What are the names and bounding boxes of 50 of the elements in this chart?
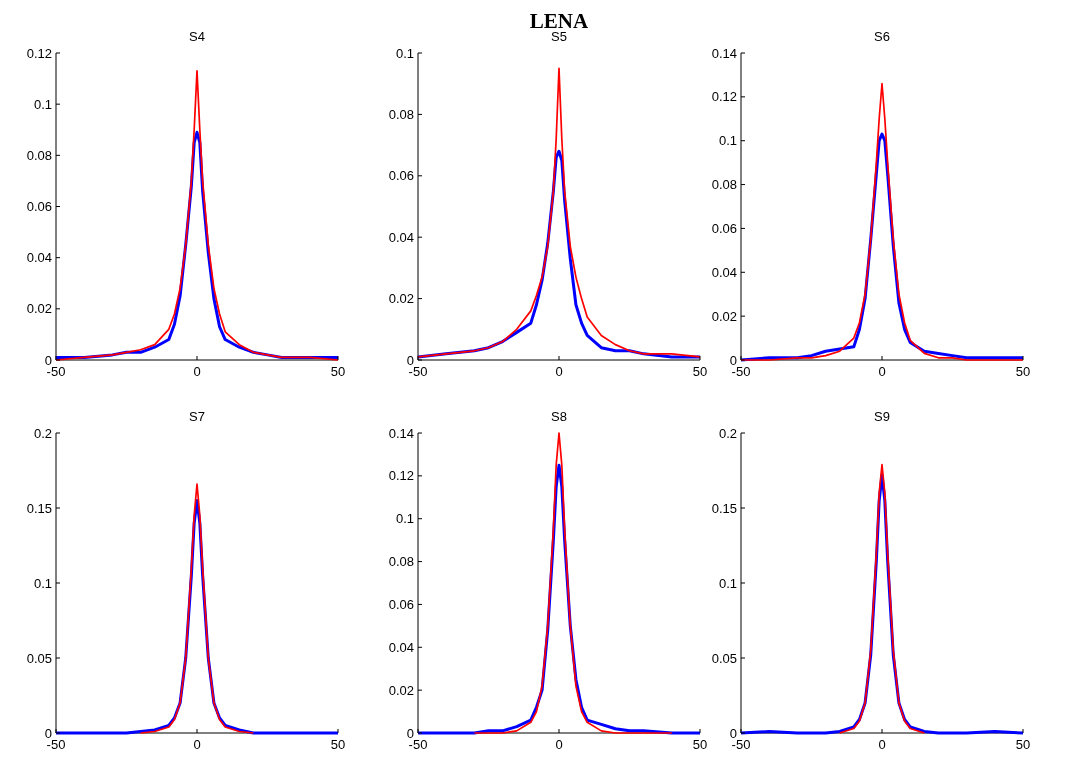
x-tick-label: 50 <box>330 364 346 379</box>
x-tick-label: 0 <box>878 364 886 379</box>
y-tick-label: 0.02 <box>388 291 414 307</box>
chart-title: S6 <box>874 29 890 44</box>
y-tick-label: 0.02 <box>26 301 52 317</box>
x-tick-label: 50 <box>330 737 346 752</box>
y-tick-label: 0.04 <box>711 264 737 280</box>
y-tick-label: 0.04 <box>26 250 52 266</box>
y-tick-label: 0.04 <box>388 639 414 655</box>
y-tick-label: 0.08 <box>388 554 414 570</box>
chart-title: S4 <box>189 29 205 44</box>
x-tick-label: 0 <box>555 737 563 752</box>
x-tick-label: 50 <box>1015 364 1031 379</box>
chart-title: S8 <box>551 409 567 424</box>
y-tick-label: 0.08 <box>388 106 414 122</box>
y-tick-label: 0.06 <box>388 596 414 612</box>
y-tick-label: 0.2 <box>718 425 737 441</box>
y-tick-label: 0.12 <box>711 89 737 105</box>
y-tick-label: 0.05 <box>711 650 737 666</box>
y-tick-label: 0.06 <box>711 220 737 236</box>
y-tick-label: 0.06 <box>388 168 414 184</box>
y-tick-label: 0.05 <box>26 650 52 666</box>
chart-title: S7 <box>189 409 205 424</box>
y-tick-label: 0.15 <box>26 500 52 516</box>
y-tick-label: 0.14 <box>711 45 737 61</box>
x-tick-label: 50 <box>692 364 708 379</box>
y-tick-label: 0.15 <box>711 500 737 516</box>
y-tick-label: 0.2 <box>33 425 52 441</box>
x-tick-label: 0 <box>193 737 201 752</box>
y-tick-label: 0.14 <box>388 425 414 441</box>
y-tick-label: 0.06 <box>26 199 52 215</box>
y-tick-label: 0.08 <box>26 147 52 163</box>
y-tick-label: 0.12 <box>26 45 52 61</box>
y-tick-label: 0.02 <box>711 308 737 324</box>
y-tick-label: 0.1 <box>718 133 737 149</box>
y-tick-label: 0.1 <box>33 575 52 591</box>
y-tick-label: 0.04 <box>388 229 414 245</box>
x-tick-label: 50 <box>692 737 708 752</box>
y-tick-label: 0.1 <box>718 575 737 591</box>
x-tick-label: 0 <box>555 364 563 379</box>
y-tick-label: 0.12 <box>388 468 414 484</box>
y-tick-label: 0.1 <box>395 45 414 61</box>
x-tick-label: 0 <box>193 364 201 379</box>
y-tick-label: 0.08 <box>711 177 737 193</box>
chart-title: S9 <box>874 409 890 424</box>
y-tick-label: 0.02 <box>388 682 414 698</box>
x-tick-label: 50 <box>1015 737 1031 752</box>
y-tick-label: 0.1 <box>395 511 414 527</box>
y-tick-label: 0.1 <box>33 96 52 112</box>
x-tick-label: 0 <box>878 737 886 752</box>
